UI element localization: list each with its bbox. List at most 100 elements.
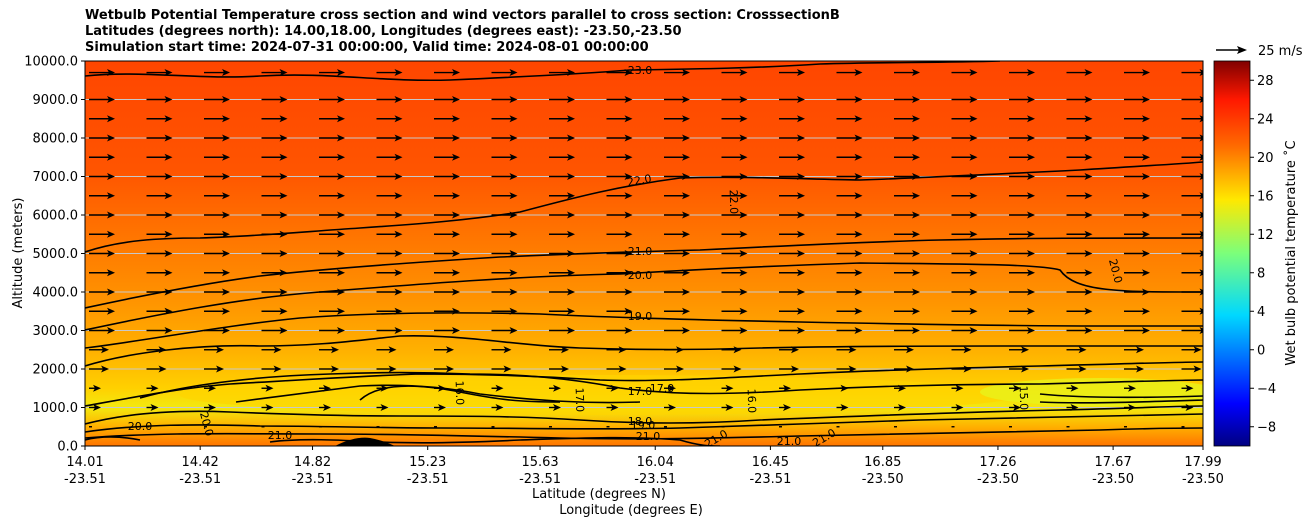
- wind-vector-head: [854, 307, 863, 315]
- contour-label: 20.0: [128, 420, 153, 433]
- wind-vector-head: [273, 365, 282, 373]
- wind-vector-head: [912, 153, 920, 161]
- wind-vector-head: [1199, 153, 1203, 161]
- wind-vector-head: [682, 307, 690, 315]
- contour-label-group: 23.022.022.021.020.0 20.019.017.0 17.017.0…: [128, 64, 1125, 446]
- wind-vector-head: [912, 134, 920, 142]
- wind-vector-head: [912, 327, 920, 334]
- wind-vector-head: [797, 153, 805, 161]
- contour-line: [85, 61, 1001, 82]
- wind-vector-head: [682, 250, 690, 257]
- wind-vector-head: [912, 173, 920, 180]
- wind-vector-head: [840, 404, 849, 411]
- wind-vector-head: [509, 211, 518, 219]
- wind-vector-head: [107, 307, 115, 315]
- wind-vector-head: [969, 69, 978, 77]
- y-tick-label: 8000.0: [33, 132, 79, 147]
- x-tick-lat: 17.99: [1184, 455, 1221, 470]
- wind-vector-head: [164, 230, 173, 238]
- wind-vector-head: [394, 230, 403, 238]
- wind-vector-head: [739, 192, 748, 200]
- contour-label: 23.0: [628, 64, 653, 77]
- wind-vector-head: [955, 404, 964, 411]
- colorbar-tick-label: −4: [1257, 382, 1276, 397]
- contour-line: [85, 413, 1203, 433]
- wind-vector-head: [380, 404, 389, 411]
- wind-vector-head: [1070, 404, 1079, 411]
- wind-vector-head: [553, 384, 561, 392]
- wind-vector-head: [1142, 153, 1150, 161]
- wind-vector-head: [222, 327, 230, 334]
- wind-vector-head: [446, 365, 454, 373]
- wind-vector-head: [1027, 69, 1035, 77]
- wind-vector-head: [337, 173, 345, 180]
- wind-vector-head: [452, 250, 460, 257]
- wind-vector-head: [969, 250, 978, 257]
- wind-vector-head: [394, 173, 403, 180]
- wind-vector-head: [791, 365, 799, 373]
- wind-vector-head: [676, 365, 684, 373]
- wind-vector-head: [797, 307, 805, 315]
- x-tick-lon: -23.51: [179, 472, 221, 487]
- wind-vector-head: [553, 404, 561, 411]
- wind-vector-head: [279, 250, 288, 257]
- contour-line: [85, 334, 1203, 367]
- wind-vector-head: [452, 211, 460, 219]
- wind-vector-head: [337, 96, 345, 103]
- wind-vector-head: [682, 173, 690, 180]
- wind-vector-head: [438, 404, 446, 411]
- wind-vector-head: [509, 307, 518, 315]
- wind-vector-head: [624, 134, 633, 142]
- y-tick-label: 5000.0: [33, 247, 79, 262]
- wind-vector-head: [1142, 115, 1150, 123]
- contour-label: 17.0: [650, 382, 675, 395]
- wind-vector-head: [279, 115, 288, 123]
- wind-vector-head: [337, 230, 345, 238]
- wind-vector-head: [739, 327, 748, 334]
- wind-vector-head: [150, 384, 159, 392]
- wind-vector-head: [222, 269, 230, 277]
- wind-vector-head: [1199, 69, 1203, 77]
- wind-vector-head: [682, 153, 690, 161]
- wind-vector-head: [1013, 404, 1021, 411]
- wind-vector-head: [1027, 269, 1035, 277]
- wind-vector-head: [279, 307, 288, 315]
- x-tick-lon: -23.50: [1092, 472, 1134, 487]
- wind-vector-head: [854, 153, 863, 161]
- wind-vector-head: [164, 250, 173, 257]
- x-tick-lat: 14.01: [66, 455, 103, 470]
- wind-vector-head: [682, 115, 690, 123]
- wind-vector-head: [158, 346, 167, 354]
- x-tick-lat: 14.42: [182, 455, 219, 470]
- wind-vector-head: [1128, 404, 1136, 411]
- y-tick-label: 7000.0: [33, 170, 79, 185]
- wind-vector-head: [618, 346, 627, 354]
- wind-vector-head: [1084, 250, 1093, 257]
- wind-vector-head: [567, 269, 575, 277]
- wind-vector-head: [1142, 269, 1150, 277]
- wind-vector-head: [394, 307, 403, 315]
- wind-vector-head: [610, 384, 619, 392]
- wind-vector-head: [783, 384, 791, 392]
- wind-vector-head: [739, 69, 748, 77]
- wind-vector-head: [797, 134, 805, 142]
- wind-vector-head: [1142, 327, 1150, 334]
- colorbar-tick-label: −8: [1257, 420, 1276, 435]
- contour-label: 20.0: [628, 269, 653, 282]
- wind-vector-head: [912, 211, 920, 219]
- y-tick-label: 6000.0: [33, 209, 79, 224]
- wind-vector-head: [1021, 346, 1029, 354]
- wind-vector-head: [739, 173, 748, 180]
- wind-vector-head: [912, 250, 920, 257]
- wind-vector-head: [624, 69, 633, 77]
- wind-vector-head: [567, 307, 575, 315]
- wind-vector-head: [216, 346, 224, 354]
- wind-vector-head: [854, 115, 863, 123]
- wind-vector-head: [969, 269, 978, 277]
- wind-vector-head: [1142, 134, 1150, 142]
- wind-vector-head: [279, 153, 288, 161]
- contour-label: 19.0: [628, 310, 653, 323]
- wind-vector-head: [279, 96, 288, 103]
- wind-vector-head: [739, 269, 748, 277]
- wind-vector-head: [1142, 288, 1150, 296]
